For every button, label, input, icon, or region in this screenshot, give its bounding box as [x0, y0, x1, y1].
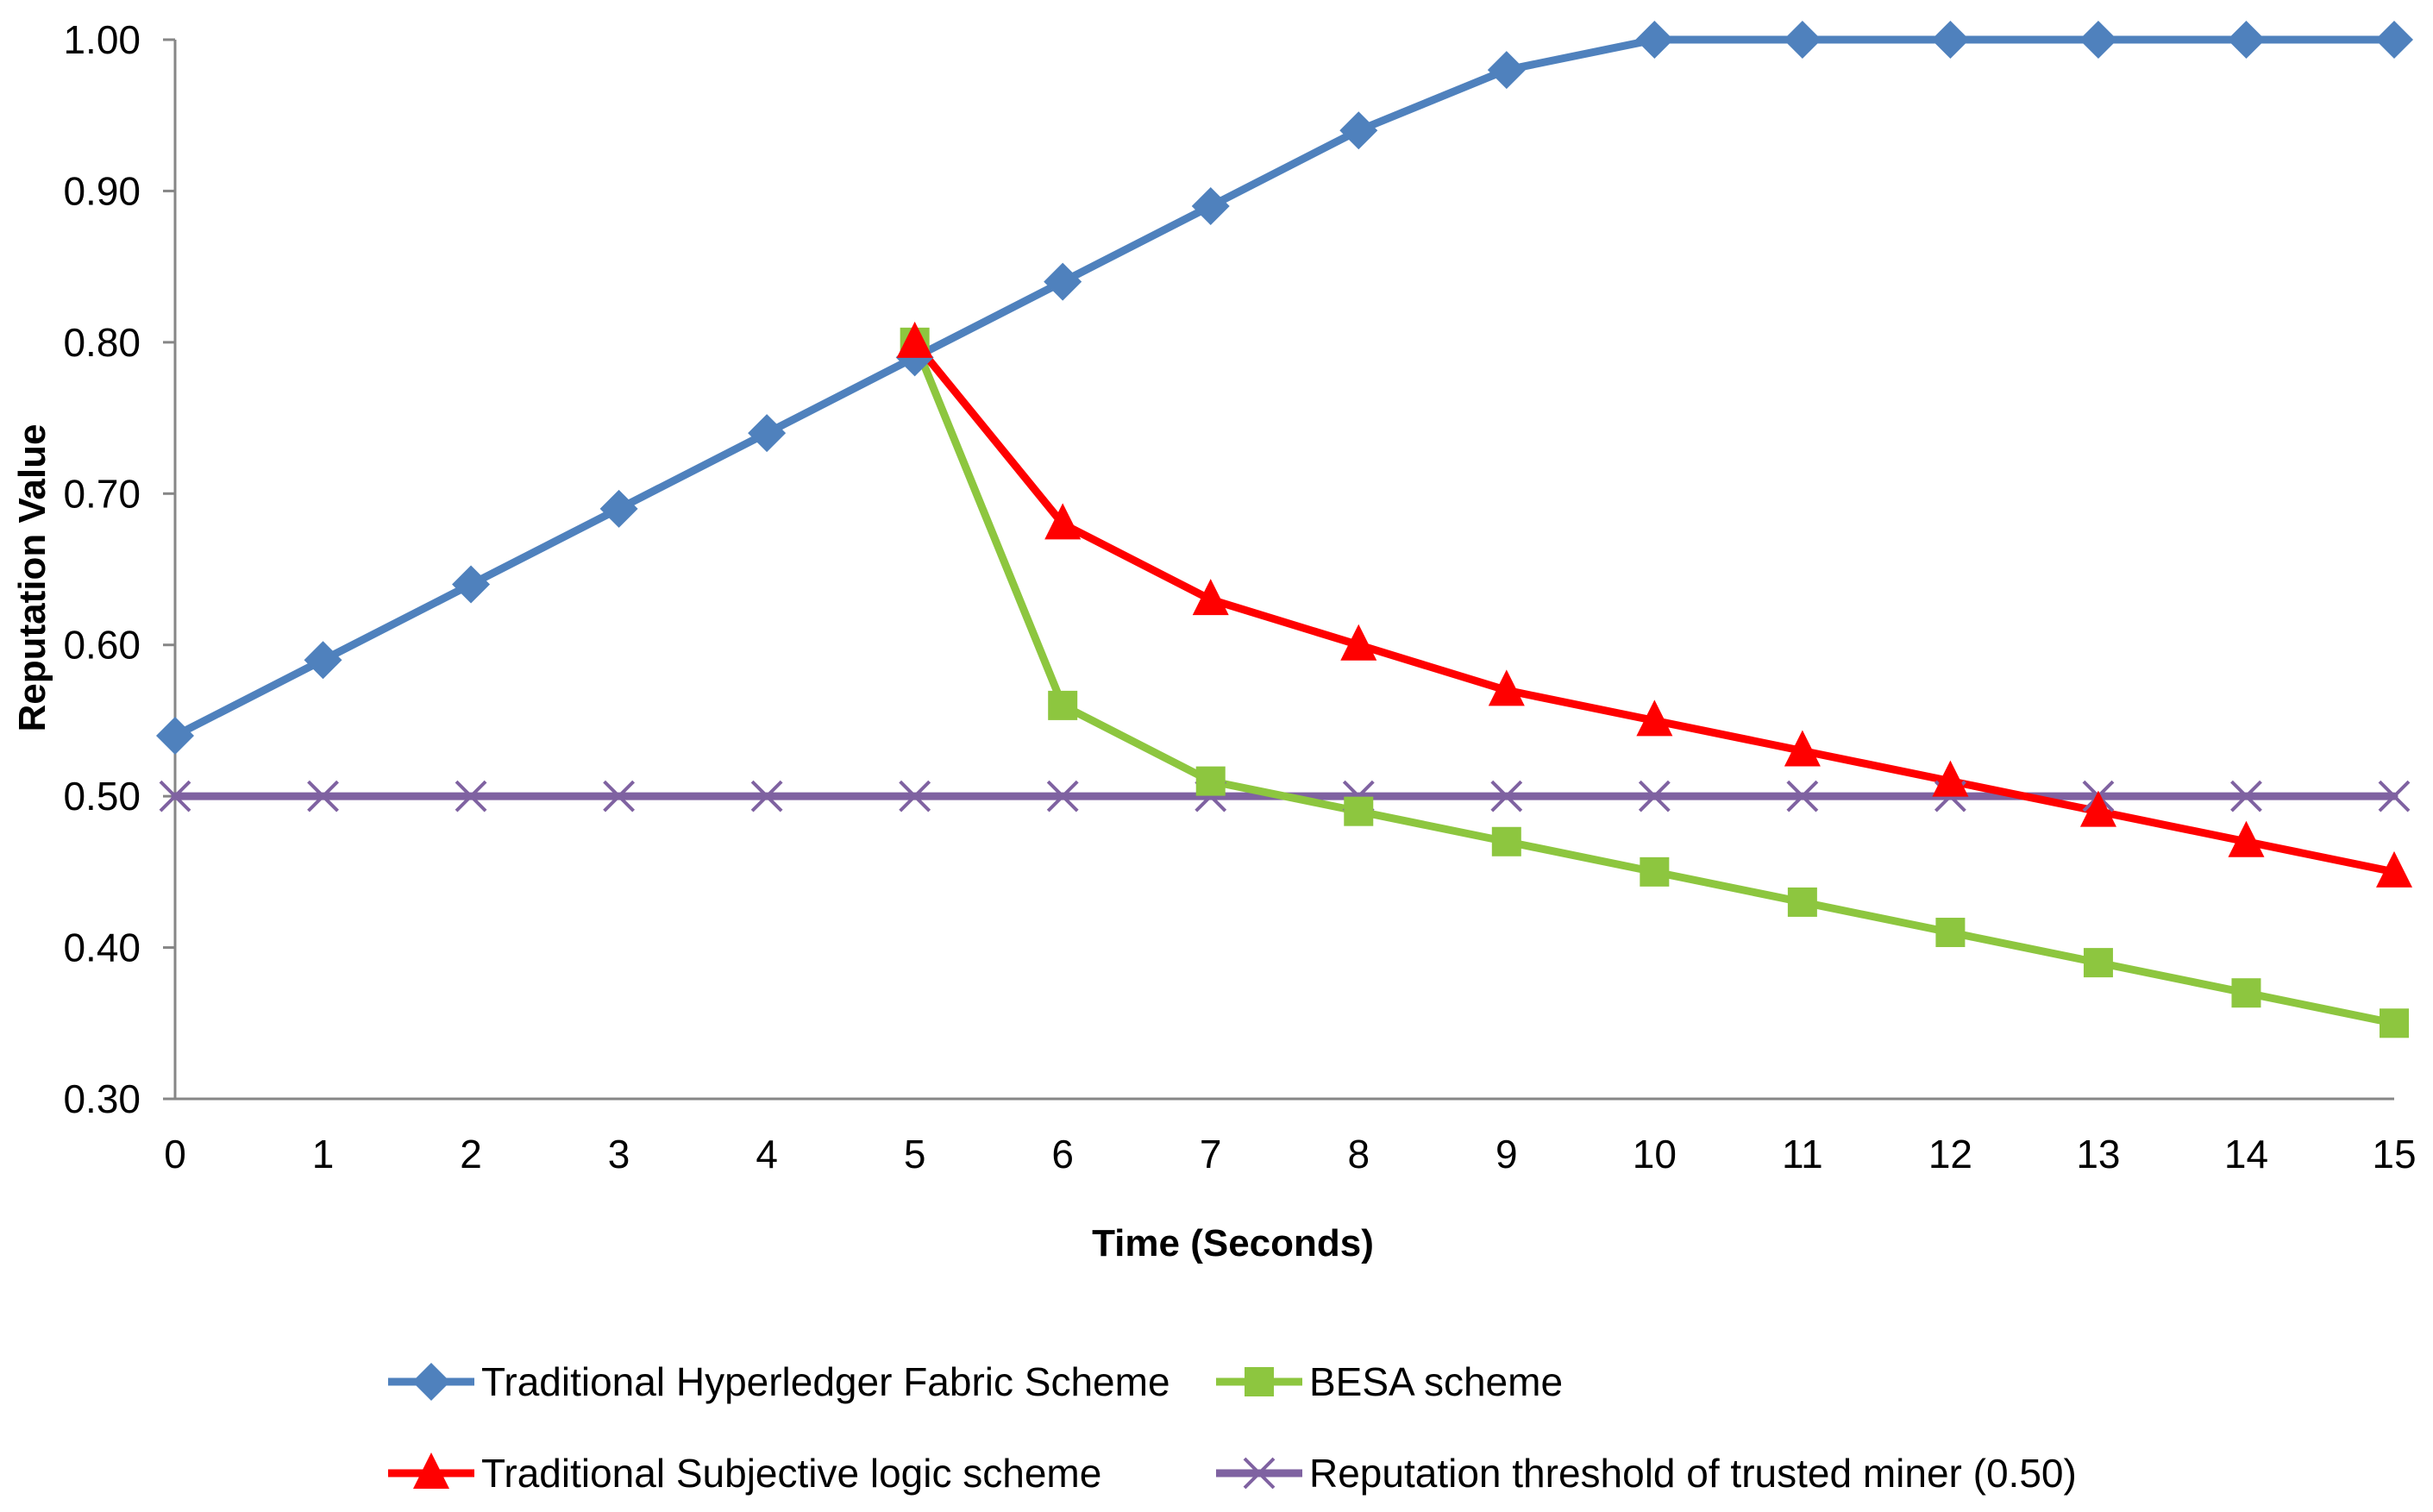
data-point-series-3 [1340, 624, 1377, 661]
y-tick-label: 0.40 [63, 925, 141, 970]
x-tick-label: 15 [2372, 1132, 2416, 1176]
x-tick-label: 3 [608, 1132, 630, 1176]
data-point-series-4 [2230, 780, 2262, 812]
data-point-series-2 [1640, 856, 1670, 887]
axes [163, 38, 2394, 1101]
y-tick-label: 0.80 [63, 320, 141, 365]
y-tick-label: 0.60 [63, 623, 141, 668]
legend-swatch-marker [412, 1363, 450, 1401]
data-point-series-3 [1192, 579, 1229, 616]
x-tick-label: 7 [1200, 1132, 1222, 1176]
y-axis-title: Reputation Value [11, 424, 53, 732]
data-point-series-4 [1638, 780, 1671, 812]
data-point-series-3 [2376, 850, 2412, 888]
y-tick-label: 0.90 [63, 168, 141, 213]
data-point-series-2 [2083, 948, 2113, 978]
x-tick-label: 12 [1928, 1132, 1972, 1176]
data-point-series-1 [2079, 21, 2117, 59]
data-point-series-1 [1339, 111, 1378, 150]
data-point-series-2 [1787, 887, 1817, 917]
data-point-series-4 [1046, 780, 1079, 812]
data-point-series-1 [1044, 262, 1082, 301]
data-point-series-3 [1488, 669, 1525, 706]
x-tick-label: 9 [1496, 1132, 1518, 1176]
data-point-series-3 [1932, 760, 1969, 797]
data-point-series-1 [748, 414, 787, 453]
x-tick-label: 6 [1051, 1132, 1074, 1176]
data-point-series-2 [1195, 766, 1226, 796]
data-point-series-2 [2231, 978, 2261, 1008]
x-tick-label: 5 [904, 1132, 926, 1176]
legend-label: Traditional Hyperledger Fabric Scheme [481, 1359, 1170, 1404]
data-point-series-4 [455, 780, 487, 812]
y-tick-label: 0.70 [63, 471, 141, 516]
legend-item-3: Traditional Subjective logic scheme [388, 1451, 1101, 1496]
data-point-series-1 [1487, 51, 1526, 90]
series-line-2 [911, 338, 2399, 1027]
y-tick-label: 0.50 [63, 774, 141, 819]
data-point-series-1 [2227, 21, 2266, 59]
series-lines [171, 35, 2399, 1027]
data-point-series-3 [1636, 700, 1673, 737]
legend-swatch-marker [1245, 1367, 1274, 1396]
data-point-series-3 [896, 321, 933, 358]
data-point-series-3 [2079, 790, 2116, 827]
legend-label: BESA scheme [1309, 1359, 1563, 1404]
data-point-series-4 [159, 780, 191, 812]
y-tick-label: 1.00 [63, 17, 141, 62]
legend: Traditional Hyperledger Fabric Scheme BES… [388, 1359, 2077, 1496]
data-point-series-4 [1490, 780, 1523, 812]
data-point-series-1 [156, 716, 194, 755]
x-axis-title: Time (Seconds) [1092, 1222, 1374, 1264]
legend-swatch-marker [413, 1452, 449, 1489]
data-point-series-4 [603, 780, 636, 812]
data-point-series-4 [307, 780, 339, 812]
data-point-series-1 [2375, 21, 2413, 59]
data-point-series-2 [1048, 690, 1078, 720]
series-line-1 [171, 35, 2399, 740]
data-point-series-4 [2378, 780, 2411, 812]
data-point-series-1 [452, 565, 491, 604]
data-point-series-1 [1635, 21, 1674, 59]
x-tick-label: 10 [1633, 1132, 1677, 1176]
data-point-series-4 [750, 780, 783, 812]
x-tick-label: 8 [1347, 1132, 1370, 1176]
y-tick-label: 0.30 [63, 1076, 141, 1121]
data-point-series-2 [2380, 1008, 2409, 1038]
data-point-series-1 [1191, 186, 1230, 225]
tick-labels: 0.300.400.500.600.700.800.901.000 1 2 3 4 5 6 7… [63, 17, 2416, 1176]
data-point-series-2 [1491, 826, 1521, 856]
legend-label: Reputation threshold of trusted miner (0… [1309, 1451, 2077, 1496]
x-tick-label: 13 [2076, 1132, 2120, 1176]
data-point-series-1 [304, 641, 342, 680]
series-markers [156, 21, 2413, 1038]
data-point-series-2 [1344, 796, 1374, 826]
data-point-series-3 [2228, 820, 2265, 857]
x-tick-label: 11 [1782, 1132, 1823, 1176]
data-point-series-4 [899, 780, 931, 812]
legend-label: Traditional Subjective logic scheme [481, 1451, 1101, 1496]
data-point-series-1 [1931, 21, 1970, 59]
x-tick-label: 14 [2224, 1132, 2268, 1176]
data-point-series-1 [599, 489, 638, 528]
data-point-series-1 [1783, 21, 1822, 59]
data-point-series-3 [1044, 503, 1082, 540]
x-tick-label: 4 [756, 1132, 778, 1176]
x-tick-label: 2 [460, 1132, 482, 1176]
data-point-series-3 [1784, 730, 1821, 767]
x-tick-label: 1 [312, 1132, 335, 1176]
legend-item-1: Traditional Hyperledger Fabric Scheme [388, 1359, 1170, 1404]
data-point-series-4 [1786, 780, 1819, 812]
data-point-series-2 [1935, 918, 1966, 948]
x-tick-label: 0 [164, 1132, 186, 1176]
legend-swatch-marker [1243, 1457, 1276, 1490]
legend-item-4: Reputation threshold of trusted miner (0… [1216, 1451, 2077, 1496]
legend-item-2: BESA scheme [1216, 1359, 1563, 1404]
